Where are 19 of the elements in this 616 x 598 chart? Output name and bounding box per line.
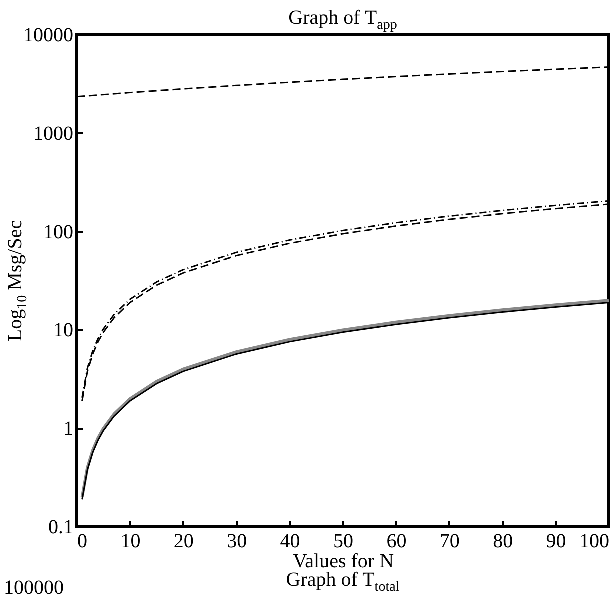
x-tick-label: 30 (227, 530, 248, 552)
x-tick-label: 40 (280, 530, 300, 552)
y-tick-label: 0.1 (48, 516, 74, 538)
x-tick-label: 100 (580, 530, 610, 552)
x-tick-label: 20 (174, 530, 194, 552)
x-tick-label: 90 (546, 530, 566, 552)
x-tick-label: 50 (334, 530, 354, 552)
y-tick-label: 1 (64, 418, 74, 440)
x-tick-label: 60 (386, 530, 407, 552)
x-tick-label: 70 (440, 530, 460, 552)
x-tick-label: 80 (493, 530, 514, 552)
y-tick-label: 10000 (24, 24, 74, 46)
x-tick-label: 10 (120, 530, 141, 552)
x-tick-label: 0 (78, 530, 88, 552)
chart-title: Graph of T$_{app}$ (288, 7, 398, 33)
y-tick-label: 1000 (34, 122, 74, 145)
text: 100000 (4, 577, 64, 598)
y-tick-label: 100 (44, 221, 74, 244)
y-tick-label: 10 (54, 320, 74, 342)
